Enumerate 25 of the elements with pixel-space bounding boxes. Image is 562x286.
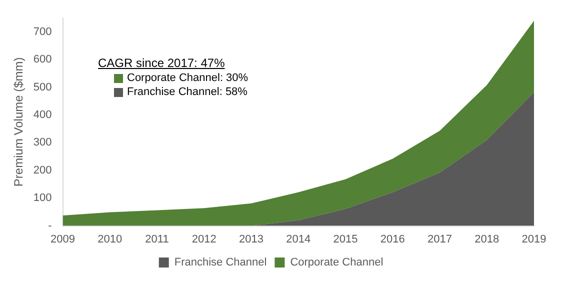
x-tick-label: 2016 <box>380 233 405 246</box>
y-tick-label: 500 <box>33 81 52 94</box>
annotation: Franchise Channel: 58% <box>127 86 248 98</box>
x-tick-label: 2017 <box>428 233 452 246</box>
y-tick-label: 700 <box>33 26 52 38</box>
y-axis-title: Premium Volume ($mm) <box>12 57 26 187</box>
x-tick-label: 2011 <box>145 233 169 246</box>
x-tick-label: 2018 <box>474 233 500 246</box>
annotation: CAGR since 2017: 47% <box>98 56 226 70</box>
y-tick-label: - <box>48 220 52 232</box>
y-tick-label: 300 <box>33 136 52 149</box>
x-tick-label: 2019 <box>522 233 546 246</box>
y-tick-label: 600 <box>33 54 52 66</box>
x-tick-label: 2015 <box>333 233 358 246</box>
y-tick-label: 400 <box>33 109 52 122</box>
y-tick-label: 100 <box>33 192 52 204</box>
x-tick-label: 2010 <box>98 233 122 246</box>
y-tick-label: 200 <box>33 164 52 176</box>
legend-label: Franchise Channel <box>174 256 267 269</box>
x-tick-label: 2012 <box>192 233 216 246</box>
x-tick-label: 2014 <box>286 233 311 246</box>
x-tick-label: 2009 <box>50 233 75 246</box>
legend-label: Corporate Channel <box>290 256 384 269</box>
x-tick-label: 2013 <box>239 233 264 246</box>
annotation: Corporate Channel: 30% <box>127 72 248 84</box>
